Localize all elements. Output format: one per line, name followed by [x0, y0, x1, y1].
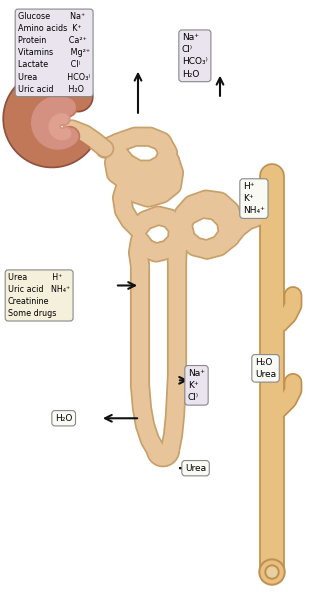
Circle shape [265, 565, 279, 579]
Text: Urea: Urea [185, 464, 206, 473]
Circle shape [267, 567, 277, 577]
Text: H₂O: H₂O [55, 414, 72, 423]
Text: Glucose        Na⁺
Amino acids  K⁺
Protein         Ca²⁺
Vitamins       Mg²⁺
Lact: Glucose Na⁺ Amino acids K⁺ Protein Ca²⁺ … [18, 12, 90, 94]
Text: Na⁺
K⁺
Cl⁾: Na⁺ K⁺ Cl⁾ [188, 368, 205, 402]
Text: H₂O
Urea: H₂O Urea [255, 358, 276, 379]
Circle shape [261, 561, 283, 583]
Text: Na⁺
Cl⁾
HCO₃⁾
H₂O: Na⁺ Cl⁾ HCO₃⁾ H₂O [182, 33, 208, 78]
Text: Urea          H⁺
Uric acid   NH₄⁺
Creatinine
Some drugs: Urea H⁺ Uric acid NH₄⁺ Creatinine Some d… [8, 273, 70, 318]
Circle shape [259, 559, 285, 585]
Text: H⁺
K⁺
NH₄⁺: H⁺ K⁺ NH₄⁺ [243, 182, 265, 215]
